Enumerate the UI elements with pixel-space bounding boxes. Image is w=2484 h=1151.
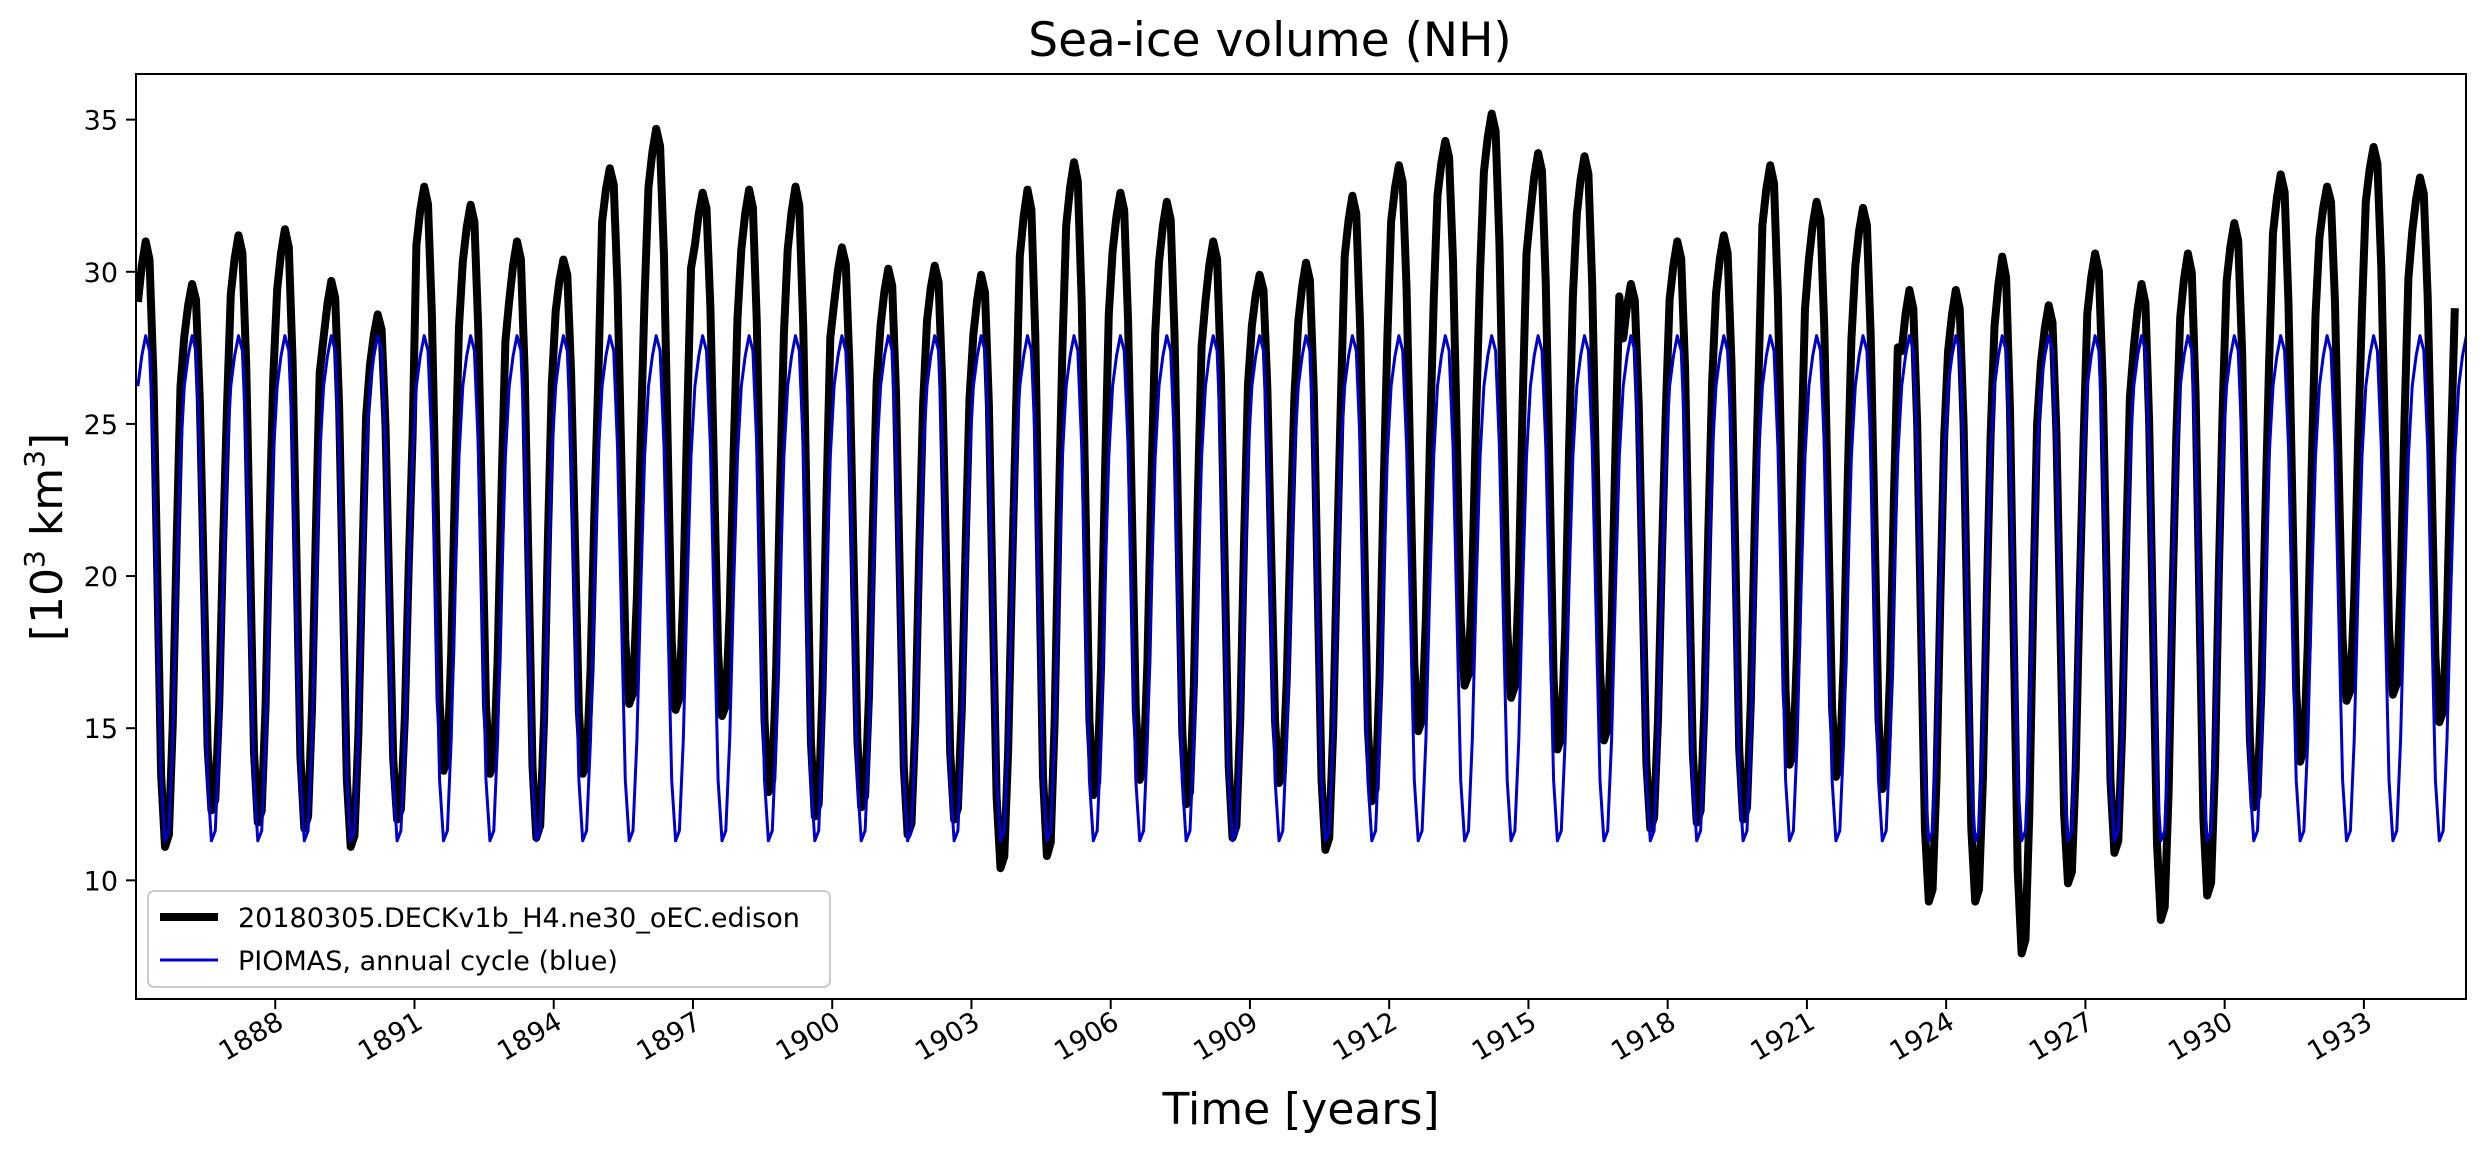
y-tick-label: 15 [84,714,118,745]
y-tick-label: 20 [84,562,118,593]
x-axis-label: Time [years] [1161,1084,1439,1135]
y-tick-label: 30 [84,258,118,289]
legend-label-piomas: PIOMAS, annual cycle (blue) [238,946,618,977]
series-line-model [136,109,2459,958]
y-axis: 10 15 20 25 30 35 [84,106,136,897]
legend-label-model: 20180305.DECKv1b_H4.ne30_oEC.edison [238,903,800,934]
y-tick-label: 10 [84,866,118,897]
y-tick-label: 25 [84,410,118,441]
chart-title: Sea-ice volume (NH) [1028,13,1512,68]
series-line-piomas [136,334,2466,843]
y-axis-label: [103 km3] [18,433,73,641]
plot-area-frame [135,73,2467,1000]
legend-box [147,890,831,988]
legend: 20180305.DECKv1b_H4.ne30_oEC.edison PIOM… [147,890,831,988]
y-tick-label: 35 [84,106,118,137]
